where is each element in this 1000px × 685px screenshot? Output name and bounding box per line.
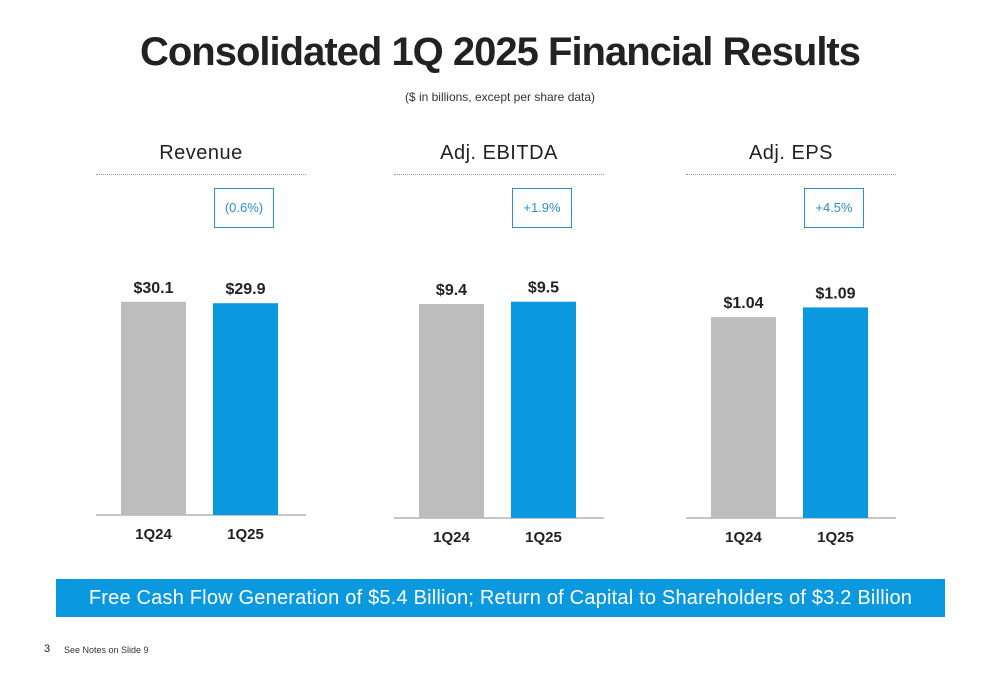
ebitda-category-label-1q24: 1Q24 <box>433 529 470 546</box>
page-subtitle: ($ in billions, except per share data) <box>404 90 596 104</box>
ebitda-chart: $9.4 1Q24 $9.5 1Q25 <box>394 280 604 546</box>
revenue-value-label-1q25: $29.9 <box>225 281 265 298</box>
revenue-category-label-1q25: 1Q25 <box>227 526 264 543</box>
eps-panel: Adj. EPS +4.5% $1.04 1Q24 $1.09 1Q25 <box>686 0 896 560</box>
eps-value-label-1q24: $1.04 <box>723 295 763 312</box>
ebitda-change-badge: +1.9% <box>512 188 572 228</box>
ebitda-value-label-1q24: $9.4 <box>436 282 467 299</box>
page-title: Consolidated 1Q 2025 Financial Results <box>139 30 861 74</box>
revenue-divider <box>96 174 306 175</box>
eps-bar-1q25 <box>803 307 868 518</box>
ebitda-panel: Adj. EBITDA +1.9% $9.4 1Q24 $9.5 1Q25 <box>394 0 604 560</box>
eps-bar-1q24 <box>711 317 776 518</box>
ebitda-bar-1q24 <box>419 303 484 518</box>
ebitda-bar-1q25 <box>511 301 576 518</box>
ebitda-category-label-1q25: 1Q25 <box>525 529 562 546</box>
eps-category-label-1q25: 1Q25 <box>817 529 854 546</box>
page-number: 3 <box>44 643 51 655</box>
ebitda-value-label-1q25: $9.5 <box>528 280 559 297</box>
ebitda-title: Adj. EBITDA <box>440 142 558 164</box>
eps-chart: $1.04 1Q24 $1.09 1Q25 <box>686 285 896 546</box>
footnote: See Notes on Slide 9 <box>64 645 149 655</box>
ebitda-divider <box>394 174 604 175</box>
eps-divider <box>686 174 896 175</box>
revenue-bar-1q25 <box>213 303 278 515</box>
revenue-value-label-1q24: $30.1 <box>133 280 173 297</box>
eps-title: Adj. EPS <box>748 142 834 164</box>
eps-change-badge: +4.5% <box>804 188 864 228</box>
revenue-panel: Revenue (0.6%) $30.1 1Q24 $29.9 1Q25 <box>96 0 306 560</box>
revenue-category-label-1q24: 1Q24 <box>135 526 172 543</box>
revenue-bar-1q24 <box>121 301 186 515</box>
revenue-chart: $30.1 1Q24 $29.9 1Q25 <box>96 280 306 543</box>
eps-category-label-1q24: 1Q24 <box>725 529 762 546</box>
revenue-change-badge: (0.6%) <box>214 188 274 228</box>
free-cash-flow-banner: Free Cash Flow Generation of $5.4 Billio… <box>56 579 945 617</box>
eps-value-label-1q25: $1.09 <box>815 285 855 302</box>
revenue-title: Revenue <box>159 142 243 164</box>
